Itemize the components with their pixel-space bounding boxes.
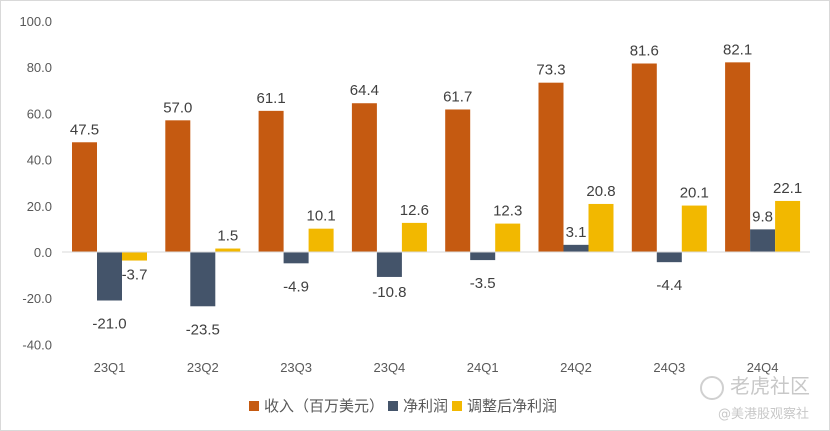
watermark-handle: @美港股观察社 bbox=[718, 407, 810, 422]
legend-swatch-net-profit bbox=[388, 400, 399, 411]
data-label: 20.1 bbox=[680, 185, 709, 202]
y-tick-label: 100.0 bbox=[19, 14, 52, 29]
legend-swatch-adjusted-net-profit bbox=[452, 400, 463, 411]
legend-label-net-profit: 净利润 bbox=[403, 397, 449, 415]
bar-revenue bbox=[725, 62, 751, 252]
bar-net-profit bbox=[470, 252, 496, 261]
data-label: -10.8 bbox=[372, 284, 406, 301]
legend: 收入（百万美元） 净利润 调整后净利润 bbox=[245, 395, 557, 416]
data-label: 81.6 bbox=[630, 43, 659, 60]
bar-revenue bbox=[258, 110, 284, 252]
data-label: -3.7 bbox=[122, 267, 148, 284]
bar-net-profit bbox=[283, 252, 309, 264]
legend-label-adjusted-net-profit: 调整后净利润 bbox=[467, 397, 558, 415]
data-label: 3.1 bbox=[566, 224, 587, 241]
bar-net-profit bbox=[376, 252, 402, 277]
data-label: 1.5 bbox=[217, 228, 238, 245]
y-tick-label: 0.0 bbox=[34, 245, 52, 260]
bar-revenue bbox=[351, 103, 377, 253]
bar-adjusted-net-profit bbox=[122, 252, 147, 261]
bar-adjusted-net-profit bbox=[588, 203, 614, 252]
y-tick-label: 80.0 bbox=[27, 60, 52, 75]
y-tick-label: -20.0 bbox=[22, 291, 52, 306]
bar-adjusted-net-profit bbox=[401, 222, 427, 252]
bar-revenue bbox=[72, 142, 97, 252]
bar-revenue bbox=[445, 109, 471, 253]
bar-net-profit bbox=[750, 229, 776, 252]
tiger-logo-icon bbox=[700, 375, 724, 400]
data-label: 57.0 bbox=[163, 99, 192, 116]
y-tick-label: -40.0 bbox=[22, 337, 52, 352]
bar-adjusted-net-profit bbox=[775, 200, 801, 252]
x-category-label: 24Q3 bbox=[653, 360, 685, 375]
x-category-label: 23Q4 bbox=[373, 360, 405, 375]
legend-label-revenue: 收入（百万美元） bbox=[264, 397, 385, 415]
data-label: 82.1 bbox=[723, 41, 752, 58]
bar-adjusted-net-profit bbox=[308, 228, 334, 252]
bar-revenue bbox=[631, 63, 657, 253]
y-tick-label: 60.0 bbox=[27, 106, 52, 121]
watermark-logo: 老虎社区 bbox=[700, 370, 810, 400]
x-category-label: 24Q1 bbox=[467, 360, 499, 375]
x-category-label: 23Q2 bbox=[187, 360, 219, 375]
bar-net-profit bbox=[190, 252, 216, 307]
x-category-label: 24Q4 bbox=[747, 360, 779, 375]
bar-net-profit bbox=[563, 244, 589, 252]
data-label: 22.1 bbox=[773, 180, 802, 197]
data-label: -23.5 bbox=[186, 321, 220, 338]
x-category-label: 24Q2 bbox=[560, 360, 592, 375]
bar-revenue bbox=[165, 120, 191, 252]
bar-net-profit bbox=[97, 252, 122, 301]
bar-adjusted-net-profit bbox=[215, 248, 241, 252]
bar-revenue bbox=[538, 82, 564, 252]
watermark-logo-text: 老虎社区 bbox=[730, 374, 810, 398]
data-label: -4.4 bbox=[656, 277, 682, 294]
data-label: 12.6 bbox=[400, 202, 429, 219]
x-category-label: 23Q1 bbox=[94, 360, 126, 375]
data-label: -3.5 bbox=[470, 275, 496, 292]
data-label: 61.1 bbox=[256, 90, 285, 107]
data-label: 47.5 bbox=[70, 121, 99, 138]
data-label: -21.0 bbox=[92, 316, 126, 333]
legend-swatch-revenue bbox=[249, 400, 259, 411]
y-tick-label: 20.0 bbox=[27, 199, 52, 214]
bar-net-profit bbox=[656, 252, 682, 263]
y-tick-label: 40.0 bbox=[27, 153, 52, 168]
data-label: 73.3 bbox=[536, 62, 565, 79]
data-label: 10.1 bbox=[306, 208, 335, 225]
bar-adjusted-net-profit bbox=[495, 223, 521, 252]
x-category-label: 23Q3 bbox=[280, 360, 312, 375]
data-label: 61.7 bbox=[443, 88, 472, 105]
bar-adjusted-net-profit bbox=[681, 205, 707, 252]
data-label: -4.9 bbox=[283, 278, 309, 295]
data-label: 20.8 bbox=[586, 183, 615, 200]
data-label: 9.8 bbox=[752, 208, 773, 225]
data-label: 64.4 bbox=[350, 82, 379, 99]
data-label: 12.3 bbox=[493, 203, 522, 220]
